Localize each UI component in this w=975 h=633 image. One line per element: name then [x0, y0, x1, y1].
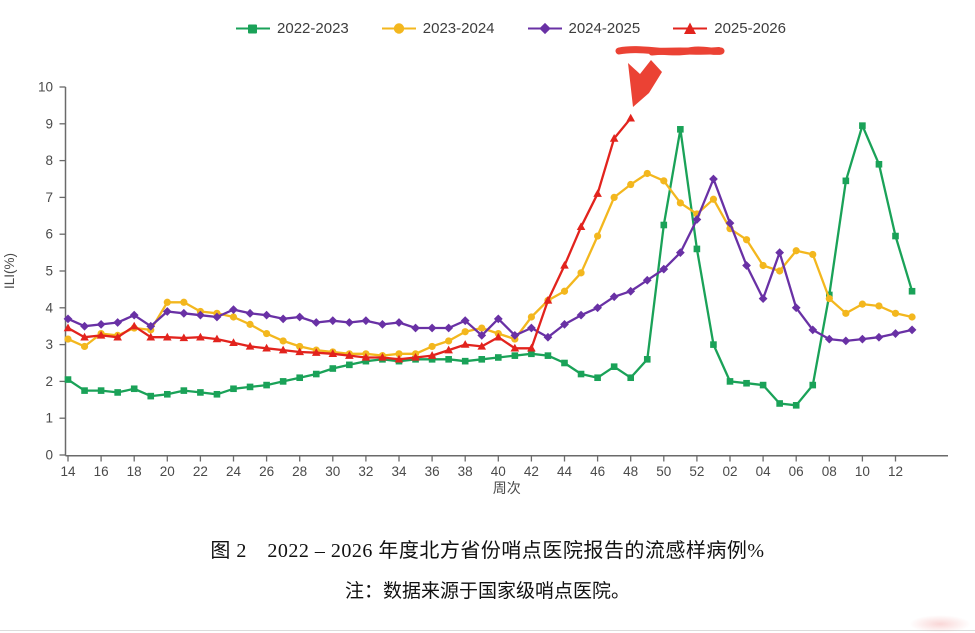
x-tick-label: 06 [789, 464, 804, 479]
y-axis-title: ILI(%) [2, 253, 17, 289]
x-axis-title: 周次 [493, 480, 521, 496]
x-tick-label: 12 [888, 464, 903, 479]
series-2025-2026 [63, 113, 635, 363]
hand-drawn-annotations [615, 46, 725, 107]
y-tick-label: 10 [38, 80, 53, 95]
y-tick-label: 1 [45, 411, 53, 426]
x-tick-label: 52 [689, 464, 704, 479]
x-tick-label: 02 [722, 464, 737, 479]
y-tick-label: 0 [45, 448, 53, 463]
y-tick-label: 2 [45, 374, 53, 389]
x-tick-label: 08 [822, 464, 837, 479]
x-tick-label: 42 [524, 464, 539, 479]
x-tick-label: 18 [127, 464, 142, 479]
y-tick-label: 4 [45, 300, 53, 315]
x-tick-label: 36 [425, 464, 440, 479]
x-tick-label: 30 [325, 464, 340, 479]
legend-item-2023-2024: 2023-2024 [381, 20, 495, 37]
x-tick-label: 22 [193, 464, 208, 479]
x-tick-label: 48 [623, 464, 638, 479]
legend-label: 2024-2025 [568, 20, 641, 37]
legend-label: 2025-2026 [714, 20, 786, 37]
pink-smudge-artifact [909, 615, 971, 633]
hand-drawn-underline-annotation [648, 47, 723, 56]
x-tick-label: 04 [756, 464, 772, 479]
legend-marker-diamond-icon [527, 22, 562, 35]
legend-label: 2022-2023 [277, 20, 349, 37]
x-tick-label: 50 [656, 464, 671, 479]
x-tick-label: 32 [358, 464, 373, 479]
x-tick-label: 28 [292, 464, 307, 479]
y-tick-label: 6 [45, 227, 53, 242]
divider-line [0, 630, 975, 631]
legend-item-2025-2026: 2025-2026 [672, 20, 786, 37]
x-tick-label: 24 [226, 464, 242, 479]
legend-item-2024-2025: 2024-2025 [527, 20, 641, 37]
series-2024-2025 [63, 174, 917, 346]
x-tick-label: 26 [259, 464, 274, 479]
figure-caption: 图 2 2022 – 2026 年度北方省份哨点医院报告的流感样病例% [210, 540, 765, 562]
legend-marker-circle-icon [381, 23, 416, 34]
y-tick-label: 3 [45, 337, 53, 352]
series-2023-2024 [64, 169, 916, 360]
x-tick-label: 46 [590, 464, 605, 479]
x-tick-label: 16 [94, 464, 109, 479]
x-tick-label: 38 [458, 464, 473, 479]
legend-marker-triangle-icon [673, 22, 708, 34]
x-tick-label: 34 [391, 464, 407, 479]
figure-note: 注：数据来源于国家级哨点医院。 [344, 581, 630, 602]
legend-item-2022-2023: 2022-2023 [235, 20, 349, 37]
x-tick-label: 44 [557, 464, 573, 479]
y-tick-label: 5 [45, 264, 53, 279]
x-tick-label: 20 [160, 464, 175, 479]
legend-label: 2023-2024 [422, 20, 495, 37]
hand-drawn-arrow-annotation [628, 60, 662, 107]
y-tick-label: 9 [45, 116, 53, 131]
legend-marker-square-icon [236, 24, 271, 34]
x-tick-label: 40 [491, 464, 506, 479]
y-tick-label: 7 [45, 190, 53, 205]
y-tick-label: 8 [45, 153, 53, 168]
chart-legend: 2022-2023 2023-2024 2024-2025 2025-2026 [0, 20, 975, 37]
series-2022-2023 [64, 122, 916, 409]
x-tick-label: 14 [60, 464, 76, 479]
x-tick-label: 10 [855, 464, 870, 479]
